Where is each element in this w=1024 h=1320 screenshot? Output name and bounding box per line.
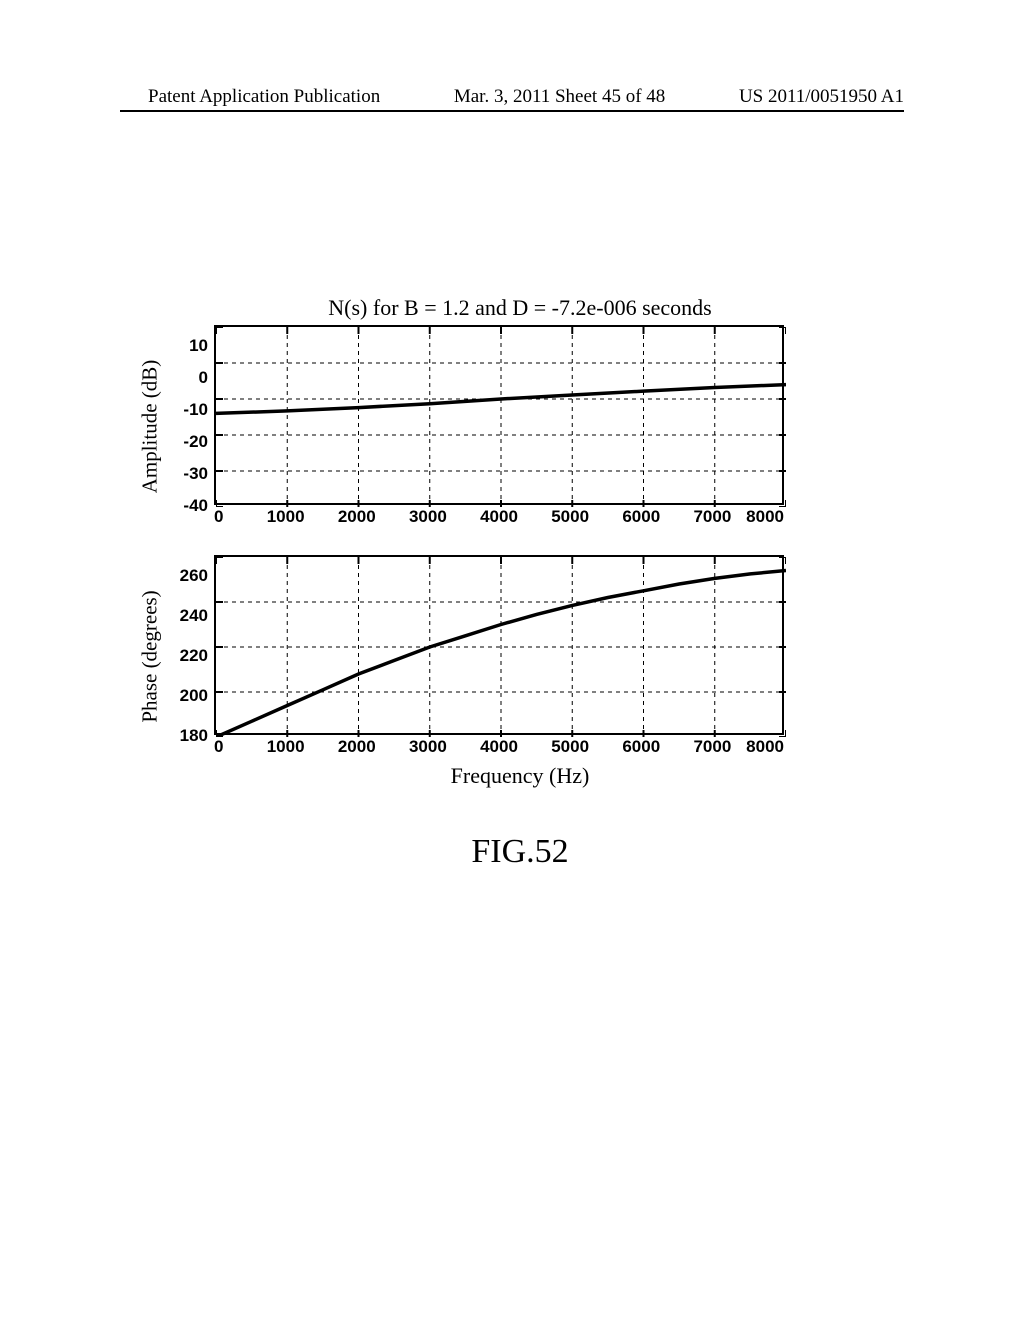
ytick-label: -20: [183, 432, 208, 452]
xtick-label: 2000: [356, 737, 357, 757]
phase-ylabel-wrap: Phase (degrees): [130, 644, 170, 669]
amplitude-ylabel-wrap: Amplitude (dB): [130, 414, 170, 439]
xtick-label: 3000: [427, 507, 428, 527]
ytick-label: -10: [183, 400, 208, 420]
amplitude-xticks: 0 1000 2000 3000 4000 5000 6000 7000 8000: [214, 507, 784, 527]
xtick-label: 8000: [783, 507, 784, 527]
ytick-label: -40: [183, 496, 208, 516]
xtick-label: 7000: [712, 507, 713, 527]
xtick-label: 8000: [783, 737, 784, 757]
xtick-label: 6000: [641, 737, 642, 757]
xtick-label: 0: [214, 507, 215, 527]
header-center: Mar. 3, 2011 Sheet 45 of 48: [454, 86, 665, 108]
xtick-label: 6000: [641, 507, 642, 527]
ytick-label: -30: [183, 464, 208, 484]
x-axis-label: Frequency (Hz): [130, 763, 850, 789]
amplitude-plot: [214, 325, 784, 505]
header-right: US 2011/0051950 A1: [739, 86, 904, 108]
amplitude-svg: [216, 327, 786, 507]
xtick-label: 1000: [285, 507, 286, 527]
phase-svg: [216, 557, 786, 737]
chart-title: N(s) for B = 1.2 and D = -7.2e-006 secon…: [130, 295, 850, 321]
amplitude-yticks: 10 0 -10 -20 -30 -40: [170, 336, 214, 516]
page-header: Patent Application Publication Mar. 3, 2…: [0, 86, 1024, 108]
amplitude-ylabel: Amplitude (dB): [138, 359, 163, 493]
header-rule: [120, 110, 904, 112]
phase-plot: [214, 555, 784, 735]
header-left: Patent Application Publication: [148, 86, 380, 108]
ytick-label: 220: [180, 646, 208, 666]
ytick-label: 240: [180, 606, 208, 626]
xtick-label: 2000: [356, 507, 357, 527]
phase-xticks: 0 1000 2000 3000 4000 5000 6000 7000 8000: [214, 737, 784, 757]
ytick-label: 10: [189, 336, 208, 356]
ytick-label: 180: [180, 726, 208, 746]
phase-chart: Phase (degrees) 260 240 220 200 180 0 1000 200…: [130, 555, 850, 757]
amplitude-chart: Amplitude (dB) 10 0 -10 -20 -30 -40 0 1000 2000…: [130, 325, 850, 527]
phase-yticks: 260 240 220 200 180: [170, 566, 214, 746]
phase-ylabel: Phase (degrees): [138, 590, 163, 722]
ytick-label: 200: [180, 686, 208, 706]
ytick-label: 260: [180, 566, 208, 586]
xtick-label: 0: [214, 737, 215, 757]
xtick-label: 1000: [285, 737, 286, 757]
xtick-label: 4000: [499, 737, 500, 757]
xtick-label: 5000: [570, 507, 571, 527]
xtick-label: 4000: [499, 507, 500, 527]
xtick-label: 5000: [570, 737, 571, 757]
figure-number: FIG.52: [130, 833, 850, 871]
xtick-label: 3000: [427, 737, 428, 757]
xtick-label: 7000: [712, 737, 713, 757]
figure-container: N(s) for B = 1.2 and D = -7.2e-006 secon…: [130, 295, 850, 871]
ytick-label: 0: [199, 368, 208, 388]
